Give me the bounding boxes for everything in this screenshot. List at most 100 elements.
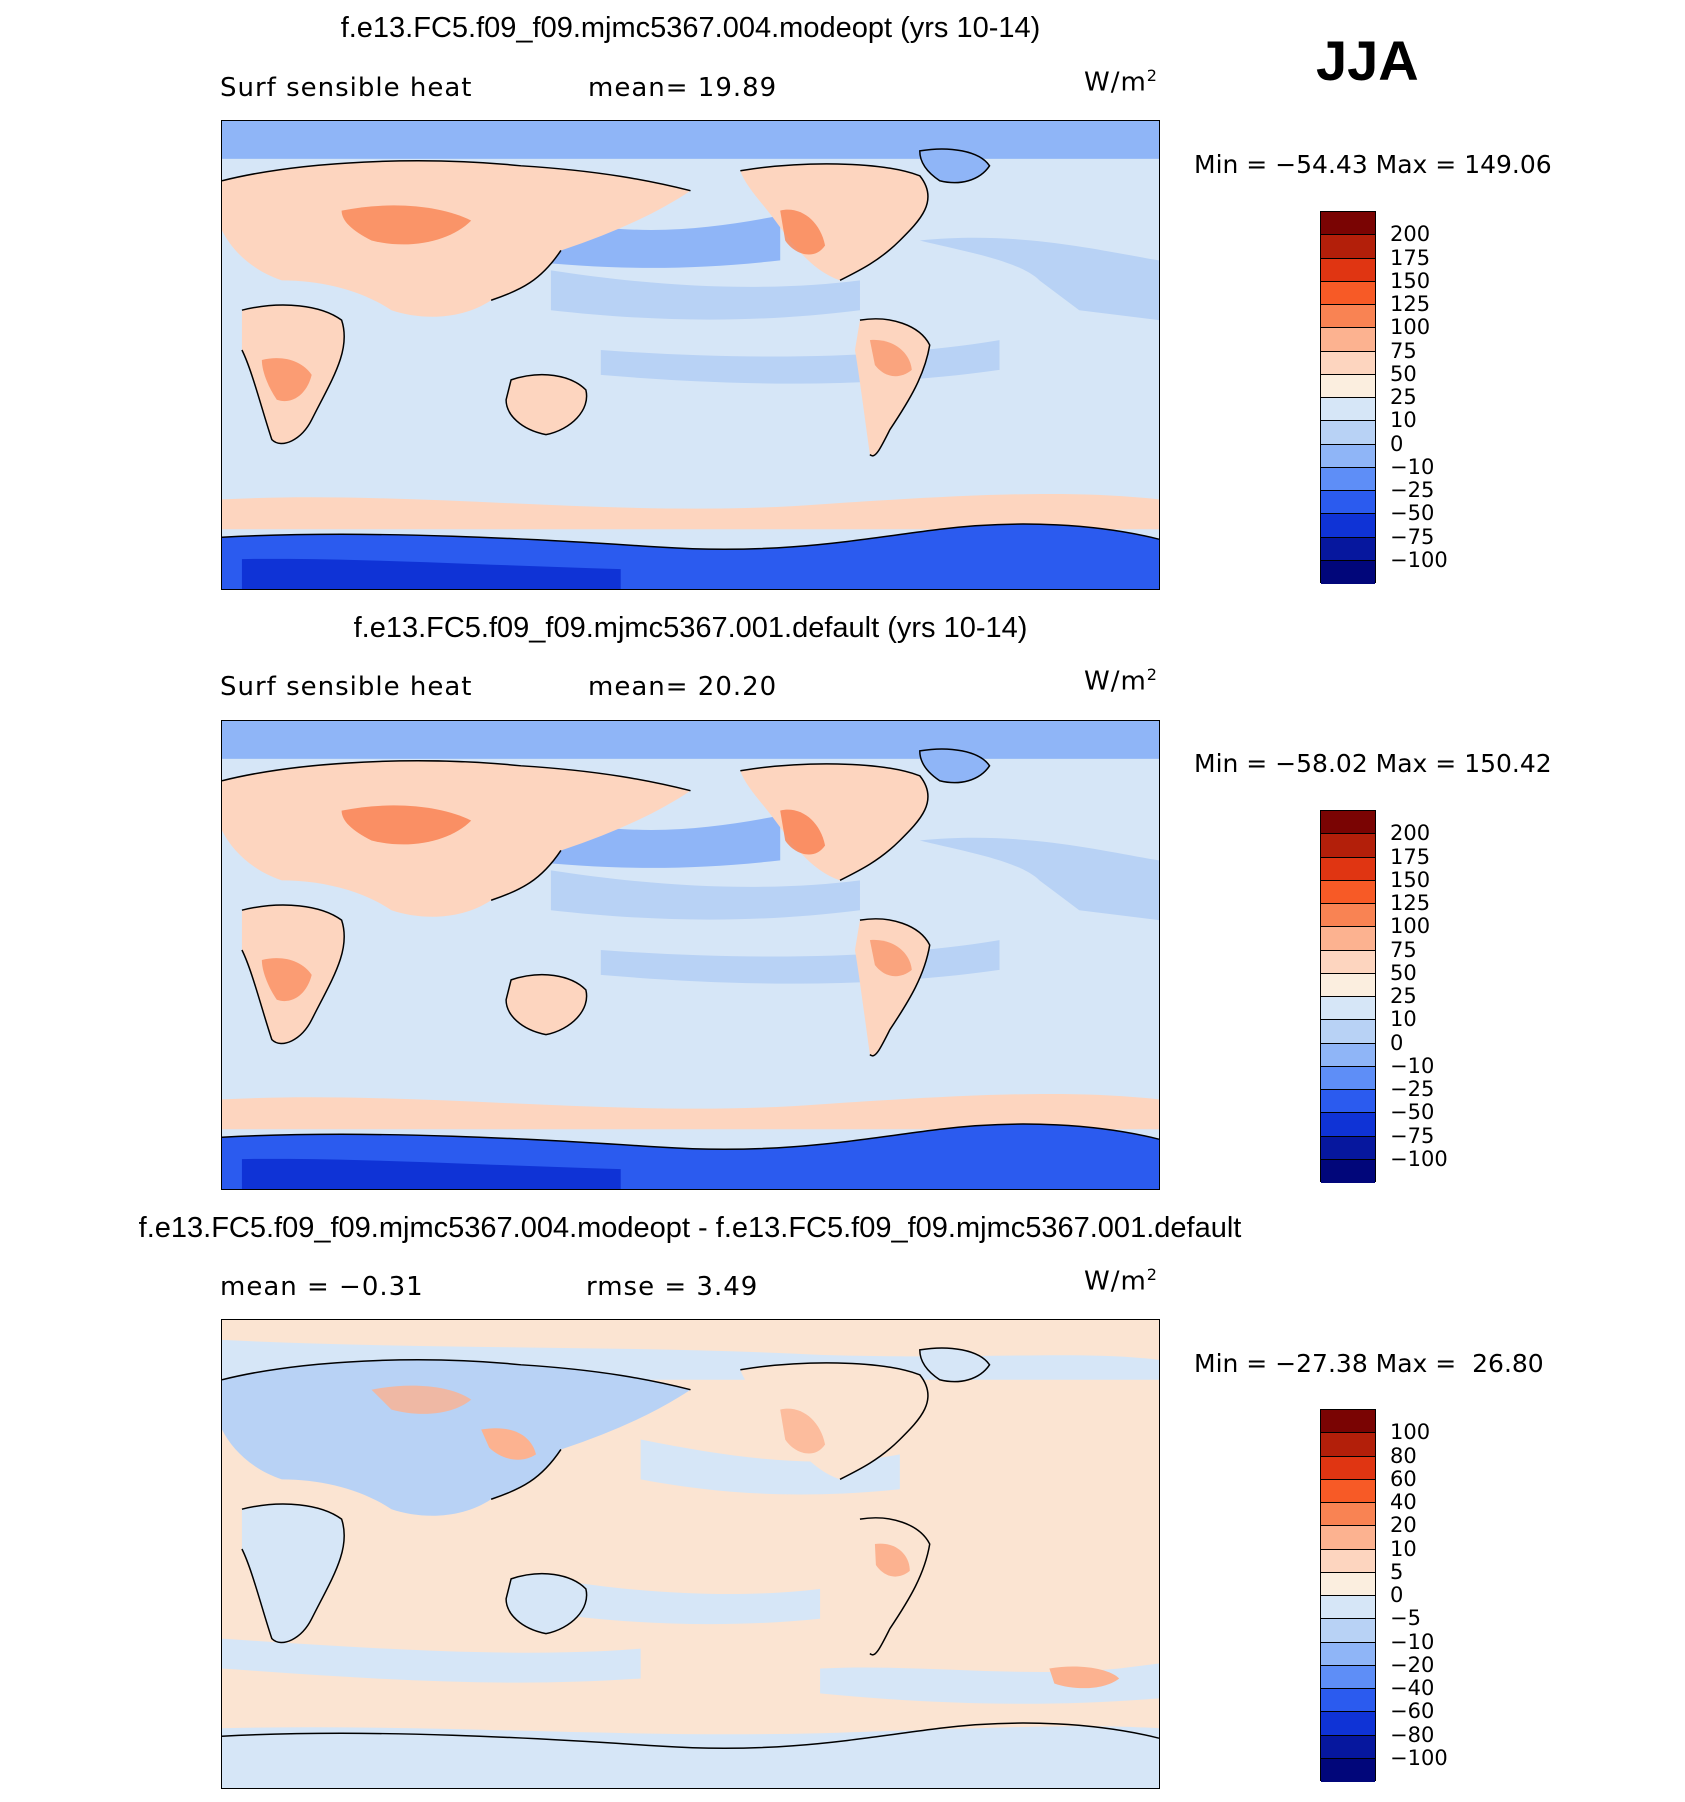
colorbar-label: −10: [1390, 454, 1435, 479]
colorbar-label: 10: [1390, 1536, 1417, 1561]
colorbar-swatch: [1321, 537, 1375, 561]
colorbar-swatch: [1321, 258, 1375, 282]
colorbar-swatch: [1321, 1549, 1375, 1573]
panel1-mean: mean= 19.89: [588, 73, 778, 103]
colorbar-label: 100: [1390, 1420, 1431, 1445]
colorbar-swatch: [1321, 811, 1375, 835]
colorbar-label: 175: [1390, 844, 1431, 869]
panel3-units: W/m2: [1084, 1265, 1158, 1297]
colorbar-swatch: [1321, 1066, 1375, 1090]
panel3-title: f.e13.FC5.f09_f09.mjmc5367.004.modeopt -…: [138, 1212, 1242, 1244]
colorbar-swatch: [1321, 1689, 1375, 1713]
colorbar-swatch: [1321, 235, 1375, 259]
colorbar-swatch: [1321, 421, 1375, 445]
colorbar-swatch: [1321, 491, 1375, 515]
colorbar-swatch: [1321, 212, 1375, 236]
colorbar-label: −100: [1390, 1745, 1448, 1770]
colorbar-label: 75: [1390, 338, 1417, 363]
colorbar-label: −75: [1390, 524, 1435, 549]
colorbar-swatch: [1321, 1136, 1375, 1160]
colorbar-swatch: [1321, 398, 1375, 422]
colorbar-swatch: [1321, 374, 1375, 398]
colorbar-label: 25: [1390, 385, 1417, 409]
panel1-variable: Surf sensible heat: [220, 73, 473, 103]
colorbar-swatch: [1321, 1712, 1375, 1736]
panel2-mean: mean= 20.20: [588, 672, 778, 702]
colorbar-swatch: [1321, 880, 1375, 904]
colorbar-label: 50: [1390, 960, 1417, 985]
colorbar-label: 175: [1390, 245, 1431, 270]
colorbar-swatch: [1321, 1479, 1375, 1503]
colorbar-swatch: [1321, 950, 1375, 974]
colorbar-label: 100: [1390, 914, 1431, 939]
colorbar-label: 100: [1390, 315, 1431, 340]
panel2-colorbar: [1320, 810, 1376, 1183]
colorbar-swatch: [1321, 927, 1375, 951]
colorbar-label: −50: [1390, 1100, 1435, 1125]
colorbar-swatch: [1321, 1043, 1375, 1067]
colorbar-swatch: [1321, 973, 1375, 997]
colorbar-label: −80: [1390, 1722, 1435, 1747]
panel2-minmax: Min = −58.02 Max = 150.42: [1194, 749, 1552, 778]
colorbar-swatch: [1321, 1642, 1375, 1666]
colorbar-swatch: [1321, 1113, 1375, 1137]
colorbar-swatch: [1321, 1526, 1375, 1550]
colorbar-label: 0: [1390, 1583, 1404, 1607]
panel2-map: [221, 720, 1160, 1190]
colorbar-swatch: [1321, 1433, 1375, 1457]
colorbar-label: 50: [1390, 361, 1417, 386]
colorbar-label: 0: [1390, 431, 1404, 456]
panel3-colorbar: [1320, 1409, 1376, 1782]
colorbar-label: 0: [1390, 1030, 1404, 1055]
colorbar-label: 75: [1390, 937, 1417, 962]
colorbar-label: 150: [1390, 867, 1431, 892]
colorbar-label: −60: [1390, 1699, 1435, 1724]
panel3-map: [221, 1319, 1160, 1789]
colorbar-swatch: [1321, 997, 1375, 1021]
colorbar-swatch: [1321, 281, 1375, 305]
panel1-title: f.e13.FC5.f09_f09.mjmc5367.004.modeopt (…: [340, 12, 1041, 44]
colorbar-label: −10: [1390, 1053, 1435, 1078]
colorbar-label: −100: [1390, 1146, 1448, 1171]
colorbar-label: 10: [1390, 1007, 1417, 1032]
panel2-units: W/m2: [1084, 665, 1158, 697]
colorbar-swatch: [1321, 1410, 1375, 1434]
colorbar-label: −75: [1390, 1123, 1435, 1148]
colorbar-label: 80: [1390, 1443, 1417, 1468]
colorbar-swatch: [1321, 857, 1375, 881]
colorbar-label: −25: [1390, 478, 1435, 502]
panel1-colorbar: [1320, 211, 1376, 584]
colorbar-swatch: [1321, 1090, 1375, 1114]
colorbar-label: −5: [1390, 1606, 1421, 1631]
colorbar-swatch: [1321, 1020, 1375, 1044]
colorbar-swatch: [1321, 560, 1375, 584]
colorbar-label: −25: [1390, 1077, 1435, 1101]
colorbar-swatch: [1321, 351, 1375, 375]
colorbar-label: 125: [1390, 292, 1431, 316]
colorbar-label: 125: [1390, 891, 1431, 915]
panel1-minmax: Min = −54.43 Max = 149.06: [1194, 150, 1552, 179]
panel1-units: W/m2: [1084, 66, 1158, 98]
colorbar-swatch: [1321, 514, 1375, 538]
colorbar-label: 5: [1390, 1559, 1404, 1584]
colorbar-label: −50: [1390, 501, 1435, 526]
panel3-rmse: rmse = 3.49: [586, 1272, 759, 1302]
colorbar-label: 20: [1390, 1513, 1417, 1538]
colorbar-swatch: [1321, 1665, 1375, 1689]
colorbar-swatch: [1321, 1456, 1375, 1480]
colorbar-label: −20: [1390, 1652, 1435, 1677]
colorbar-swatch: [1321, 1735, 1375, 1759]
colorbar-label: 150: [1390, 268, 1431, 293]
colorbar-swatch: [1321, 1758, 1375, 1782]
colorbar-label: 25: [1390, 984, 1417, 1008]
colorbar-swatch: [1321, 328, 1375, 352]
colorbar-swatch: [1321, 444, 1375, 468]
panel2-variable: Surf sensible heat: [220, 672, 473, 702]
colorbar-swatch: [1321, 834, 1375, 858]
panel3-mean: mean = −0.31: [220, 1272, 424, 1302]
colorbar-label: 200: [1390, 821, 1431, 846]
colorbar-label: 10: [1390, 408, 1417, 433]
colorbar-label: −10: [1390, 1629, 1435, 1654]
panel1-map: [221, 120, 1160, 590]
colorbar-swatch: [1321, 305, 1375, 329]
